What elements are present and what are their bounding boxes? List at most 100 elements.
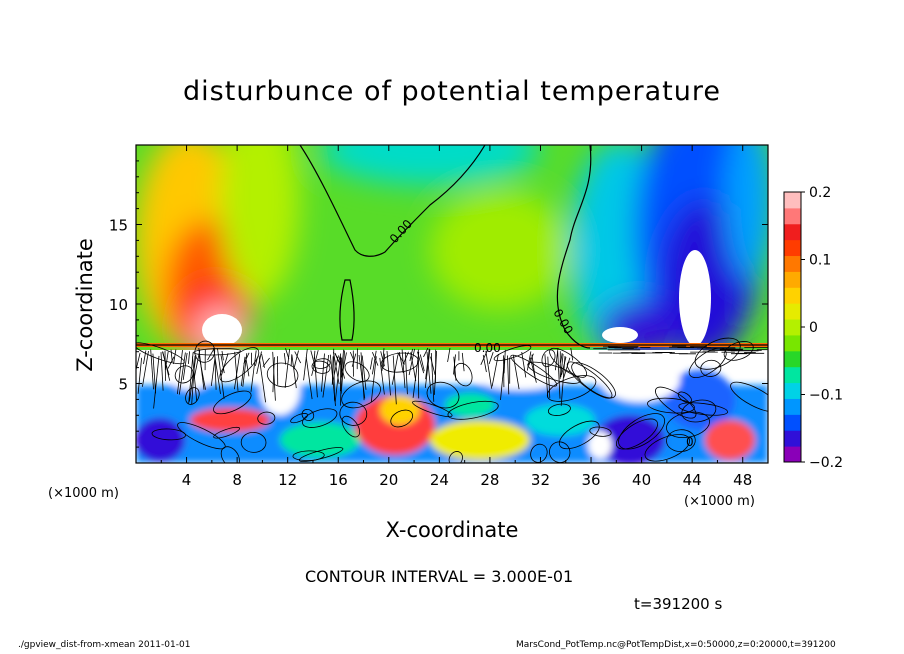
- colorbar-segment: [784, 239, 801, 257]
- contour-line: [298, 447, 344, 462]
- colorbar-segment: [784, 207, 801, 225]
- contour-line: [322, 354, 330, 398]
- colorbar-segment: [784, 446, 801, 463]
- contour-line: [500, 357, 505, 401]
- contour-line: [234, 351, 239, 391]
- colorbar-segment: [784, 366, 801, 384]
- contour-line: [557, 350, 561, 399]
- contour-line: [655, 386, 697, 419]
- contour-line: [137, 357, 142, 394]
- colorbar-segment: [784, 223, 801, 241]
- contour-line: [434, 350, 437, 395]
- contour-line: [243, 352, 250, 364]
- contour-line: [541, 349, 556, 368]
- contour-line: [386, 350, 391, 396]
- contour-line: [314, 356, 318, 398]
- contour-line: [221, 353, 229, 376]
- colorbar-segment: [784, 398, 801, 415]
- contour-line: [681, 399, 717, 423]
- contour-line: [398, 352, 404, 373]
- contour-line: [448, 451, 463, 463]
- contour-line: [177, 350, 183, 395]
- contour-line: [382, 353, 386, 368]
- contour-line: [563, 357, 571, 378]
- colorbar-segment: [784, 303, 801, 320]
- contour-line: [547, 356, 551, 399]
- contour-line: [341, 352, 347, 378]
- x-tick-label: 40: [632, 471, 651, 489]
- contour-line: [424, 349, 431, 389]
- contour-line: [644, 434, 691, 462]
- x-tick-label: 24: [430, 471, 449, 489]
- contour-line: [360, 352, 365, 401]
- x-tick-label: 8: [232, 471, 242, 489]
- time-label: t=391200 s: [634, 595, 723, 613]
- x-axis: 4 8 12 16 20 24 28 32 36 40 44 48: [160, 145, 752, 489]
- contour-line: [220, 446, 240, 463]
- contour-line: [480, 349, 489, 365]
- contour-line: [390, 409, 414, 428]
- contour-line: [191, 355, 196, 405]
- contour-line: [361, 355, 367, 390]
- contour-line: [404, 351, 408, 395]
- contour-line: [290, 413, 308, 424]
- contour-line: [694, 337, 741, 370]
- colorbar-tick-label: 0: [809, 320, 818, 336]
- contour-line: [380, 352, 419, 373]
- contour-line: [214, 355, 217, 390]
- contour-line: [198, 355, 206, 390]
- figure-title: disturbunce of potential temperature: [183, 76, 721, 107]
- contour-line: [193, 347, 241, 356]
- contour-line: [369, 357, 373, 370]
- contour-line: [302, 408, 338, 428]
- contour-line: [221, 350, 224, 361]
- contour-line: [570, 348, 574, 361]
- contour-line: [700, 359, 722, 377]
- contour-line: [571, 362, 616, 399]
- colorbar-segment: [784, 414, 801, 431]
- colorbar-segment: [784, 382, 801, 399]
- contour-line: [561, 356, 567, 376]
- contour-line: [546, 375, 597, 402]
- contour-line: [491, 354, 499, 387]
- y-units-label: (×1000 m): [48, 486, 119, 501]
- contour-line: [560, 353, 563, 363]
- contour-line: [419, 354, 425, 372]
- contour-line: [589, 426, 612, 437]
- contour-line: [142, 351, 149, 387]
- contour-line: [529, 357, 537, 383]
- contour-line: [666, 429, 696, 452]
- colorbar-segment: [784, 192, 801, 209]
- contour-label: 0.00: [474, 341, 501, 355]
- contour-line: [136, 342, 185, 365]
- contour-line: [311, 360, 331, 374]
- contour-line: [321, 353, 325, 392]
- contour-line: [185, 387, 200, 405]
- contour-line: [530, 443, 548, 463]
- contour-line: [454, 362, 473, 387]
- contour-line: [178, 352, 186, 395]
- x-tick-label: 16: [329, 471, 348, 489]
- y-tick-label: 5: [118, 376, 128, 394]
- contour-line: [182, 352, 188, 380]
- contour-line: [678, 402, 729, 416]
- contour-line: [143, 350, 147, 365]
- contour-line: [292, 450, 325, 461]
- contour-line: [547, 403, 571, 416]
- contour-line: [430, 356, 436, 376]
- contour-line: [392, 355, 397, 405]
- contour-line: [272, 351, 276, 401]
- contour-line: [284, 348, 290, 388]
- contour-line: [240, 356, 246, 387]
- contour-line: [340, 357, 343, 406]
- contour-line: [560, 354, 564, 378]
- contour-line: [150, 349, 154, 390]
- contour-line: [234, 353, 241, 390]
- colorbar-segment: [784, 319, 801, 336]
- contour-line: [510, 354, 558, 387]
- contour-line: [192, 356, 198, 401]
- contour-line: [447, 400, 499, 420]
- contour-line: [242, 353, 248, 387]
- contour-line: [164, 350, 166, 381]
- contour-line: [426, 381, 460, 409]
